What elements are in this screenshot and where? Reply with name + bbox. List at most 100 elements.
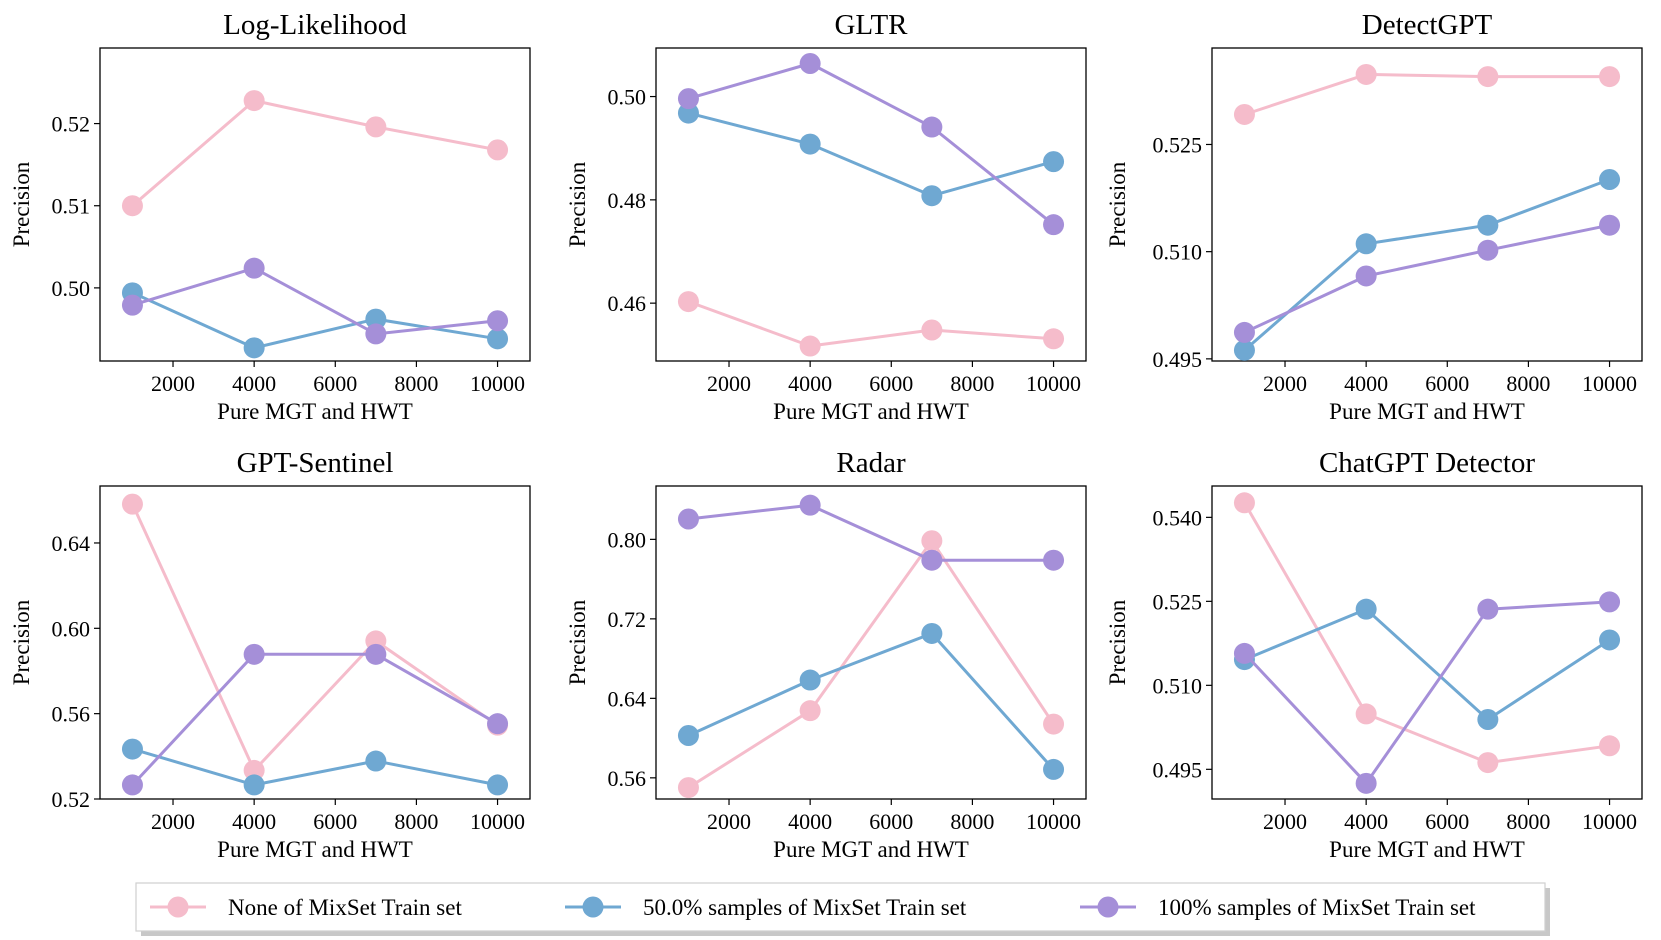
data-point: [1477, 239, 1499, 261]
y-axis-label: Precision: [1105, 161, 1130, 247]
x-axis-label: Pure MGT and HWT: [773, 399, 969, 424]
y-tick-label: 0.72: [608, 607, 647, 632]
data-point: [1477, 708, 1499, 730]
data-point: [677, 102, 699, 124]
y-tick-label: 0.525: [1153, 132, 1203, 157]
x-tick-label: 10000: [1026, 809, 1081, 834]
plot-frame: [99, 485, 531, 800]
data-point: [1477, 214, 1499, 236]
x-tick-label: 10000: [1026, 371, 1081, 396]
data-point: [243, 774, 265, 796]
data-point: [1043, 151, 1065, 173]
panels: Log-Likelihood 2000 4000 6000 8000 10000 0.50 0…: [9, 9, 1643, 862]
plot-frame: [655, 485, 1087, 800]
none-series: [677, 530, 1065, 799]
data-point: [487, 713, 509, 735]
y-axis-label: Precision: [9, 161, 34, 247]
data-point: [1599, 591, 1621, 613]
data-point: [1043, 328, 1065, 350]
legend-swatch-marker: [1097, 896, 1119, 918]
none-series: [1233, 63, 1621, 125]
data-point: [799, 52, 821, 74]
y-axis-label: Precision: [1105, 599, 1130, 685]
x-tick-label: 6000: [869, 809, 913, 834]
y-tick-label: 0.60: [52, 616, 91, 641]
data-point: [1355, 265, 1377, 287]
x-tick-label: 4000: [232, 371, 276, 396]
series-line: [687, 539, 1055, 789]
x-axis-label: Pure MGT and HWT: [217, 399, 413, 424]
y-tick-label: 0.52: [52, 112, 91, 137]
data-point: [1043, 214, 1065, 236]
data-point: [1477, 66, 1499, 88]
x-tick-label: 6000: [313, 809, 357, 834]
x-tick-label: 6000: [313, 371, 357, 396]
data-point: [121, 774, 143, 796]
none-series: [121, 493, 509, 781]
none-series: [121, 90, 509, 217]
data-point: [921, 530, 943, 552]
legend-box: [135, 882, 1546, 932]
x-tick-label: 2000: [1263, 371, 1307, 396]
x-tick-label: 8000: [950, 371, 994, 396]
x-axis-label: Pure MGT and HWT: [217, 837, 413, 862]
plot-frame: [99, 47, 531, 362]
x-tick-label: 10000: [1582, 809, 1637, 834]
x-tick-label: 2000: [707, 809, 751, 834]
plot-frame: [655, 47, 1087, 362]
x-tick-label: 6000: [1425, 809, 1469, 834]
y-tick-label: 0.48: [608, 188, 647, 213]
full-series: [677, 52, 1065, 236]
legend-swatch-marker: [167, 896, 189, 918]
data-point: [121, 294, 143, 316]
data-point: [799, 669, 821, 691]
data-point: [1355, 772, 1377, 794]
x-tick-label: 2000: [707, 371, 751, 396]
x-tick-label: 4000: [1344, 371, 1388, 396]
legend: None of MixSet Train set 50.0% samples of…: [135, 882, 1550, 936]
chart-panel-1: Log-Likelihood 2000 4000 6000 8000 10000 0.50 0…: [9, 9, 531, 424]
series-line: [1243, 502, 1610, 765]
series-line: [131, 99, 498, 207]
y-tick-label: 0.46: [608, 291, 647, 316]
x-tick-label: 6000: [1425, 371, 1469, 396]
data-point: [1599, 214, 1621, 236]
series-line: [131, 503, 499, 772]
data-point: [243, 643, 265, 665]
data-point: [1233, 321, 1255, 343]
data-point: [677, 508, 699, 530]
series-line: [687, 300, 1054, 348]
data-point: [365, 643, 387, 665]
chart-title: Log-Likelihood: [223, 9, 407, 41]
x-tick-label: 10000: [470, 371, 525, 396]
series-line: [688, 62, 1055, 226]
legend-label: 50.0% samples of MixSet Train set: [643, 895, 967, 920]
data-point: [921, 319, 943, 341]
data-point: [1355, 703, 1377, 725]
data-point: [1599, 168, 1621, 190]
series-line: [132, 747, 498, 787]
data-point: [921, 185, 943, 207]
y-tick-label: 0.51: [52, 194, 91, 219]
series-line: [1243, 600, 1610, 785]
data-point: [1477, 752, 1499, 774]
data-point: [1233, 103, 1255, 125]
data-point: [1355, 598, 1377, 620]
plot-frame: [1211, 485, 1643, 800]
none-series: [1233, 492, 1621, 774]
series-line: [688, 503, 1054, 562]
y-tick-label: 0.510: [1153, 673, 1203, 698]
data-point: [677, 777, 699, 799]
x-tick-label: 2000: [151, 371, 195, 396]
data-point: [799, 700, 821, 722]
data-point: [1233, 492, 1255, 514]
x-tick-label: 4000: [1344, 809, 1388, 834]
full-series: [677, 494, 1065, 571]
chart-title: GPT-Sentinel: [237, 447, 394, 479]
data-point: [1599, 735, 1621, 757]
series-line: [132, 266, 498, 336]
y-tick-label: 0.50: [608, 85, 647, 110]
y-axis-label: Precision: [565, 161, 590, 247]
y-tick-label: 0.80: [608, 527, 647, 552]
y-axis-label: Precision: [565, 599, 590, 685]
